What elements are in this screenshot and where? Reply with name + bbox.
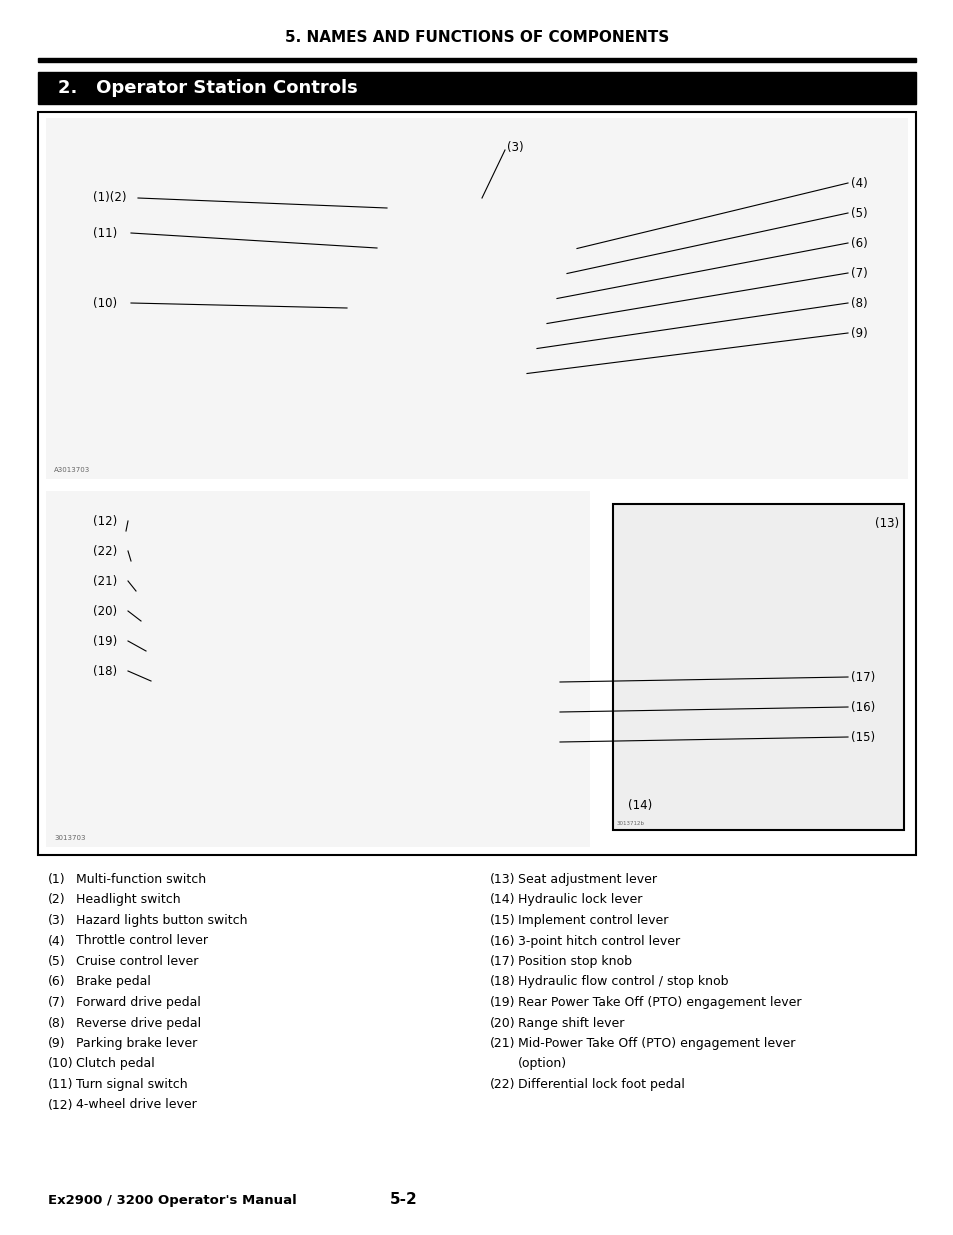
Text: 4-wheel drive lever: 4-wheel drive lever [76,1098,196,1112]
Text: (3): (3) [48,914,66,927]
Text: (12): (12) [48,1098,73,1112]
Text: Implement control lever: Implement control lever [517,914,668,927]
Text: (15): (15) [490,914,515,927]
Text: (12): (12) [92,515,117,527]
Bar [613,504,903,830]
Text: (14): (14) [627,799,652,811]
Text: (7): (7) [48,995,66,1009]
Text: (13): (13) [490,873,515,885]
Text: (9): (9) [850,326,867,340]
Text: (5): (5) [850,206,866,220]
Text: Parking brake lever: Parking brake lever [76,1037,197,1050]
Text: (11): (11) [92,226,117,240]
Text: (21): (21) [490,1037,515,1050]
Text: (19): (19) [92,635,117,647]
Text: (13): (13) [874,517,898,531]
Text: (20): (20) [490,1016,515,1030]
Text: Cruise control lever: Cruise control lever [76,955,198,968]
Text: (10): (10) [48,1057,73,1071]
Text: (option): (option) [517,1057,566,1071]
Text: (19): (19) [490,995,515,1009]
Text: (6): (6) [48,976,66,988]
Text: Hydraulic flow control / stop knob: Hydraulic flow control / stop knob [517,976,728,988]
Text: Throttle control lever: Throttle control lever [76,935,208,947]
Text: (2): (2) [48,893,66,906]
Text: 2.   Operator Station Controls: 2. Operator Station Controls [58,79,357,98]
Text: 3-point hitch control lever: 3-point hitch control lever [517,935,679,947]
Text: (8): (8) [850,296,866,310]
Text: (20): (20) [92,604,117,618]
Text: Range shift lever: Range shift lever [517,1016,623,1030]
Text: (4): (4) [850,177,867,189]
Bar [38,72,915,104]
Bar [38,112,915,855]
Text: 5. NAMES AND FUNCTIONS OF COMPONENTS: 5. NAMES AND FUNCTIONS OF COMPONENTS [285,30,668,44]
Text: Seat adjustment lever: Seat adjustment lever [517,873,657,885]
Text: Clutch pedal: Clutch pedal [76,1057,154,1071]
Text: Hydraulic lock lever: Hydraulic lock lever [517,893,641,906]
Bar [38,58,915,62]
Text: Mid-Power Take Off (PTO) engagement lever: Mid-Power Take Off (PTO) engagement leve… [517,1037,795,1050]
Text: (6): (6) [850,236,867,249]
Text: Position stop knob: Position stop knob [517,955,631,968]
Text: Multi-function switch: Multi-function switch [76,873,206,885]
Text: Rear Power Take Off (PTO) engagement lever: Rear Power Take Off (PTO) engagement lev… [517,995,801,1009]
Text: Reverse drive pedal: Reverse drive pedal [76,1016,201,1030]
Text: (5): (5) [48,955,66,968]
Text: (3): (3) [506,142,523,154]
Text: (8): (8) [48,1016,66,1030]
Text: (15): (15) [850,730,874,743]
Text: (22): (22) [490,1078,515,1091]
Text: Turn signal switch: Turn signal switch [76,1078,188,1091]
Text: Headlight switch: Headlight switch [76,893,180,906]
Text: (9): (9) [48,1037,66,1050]
Text: (16): (16) [490,935,515,947]
Text: A3013703: A3013703 [54,467,91,473]
Text: Hazard lights button switch: Hazard lights button switch [76,914,247,927]
Text: (18): (18) [490,976,515,988]
Text: 3013712b: 3013712b [617,821,644,826]
Text: (11): (11) [48,1078,73,1091]
Text: 3013703: 3013703 [54,835,86,841]
Text: Ex2900 / 3200 Operator's Manual: Ex2900 / 3200 Operator's Manual [48,1194,296,1207]
Text: (18): (18) [92,664,117,678]
Text: (17): (17) [490,955,515,968]
Text: (1)(2): (1)(2) [92,191,127,205]
Text: (21): (21) [92,574,117,588]
Text: (10): (10) [92,296,117,310]
Text: Differential lock foot pedal: Differential lock foot pedal [517,1078,684,1091]
Text: (16): (16) [850,700,874,714]
Text: (14): (14) [490,893,515,906]
Text: Brake pedal: Brake pedal [76,976,151,988]
Text: (7): (7) [850,267,867,279]
Text: (22): (22) [92,545,117,557]
Text: (17): (17) [850,671,874,683]
Text: (4): (4) [48,935,66,947]
Bar [46,492,589,847]
Text: (1): (1) [48,873,66,885]
Text: 5-2: 5-2 [390,1192,417,1207]
Text: Forward drive pedal: Forward drive pedal [76,995,201,1009]
Bar [46,119,907,479]
